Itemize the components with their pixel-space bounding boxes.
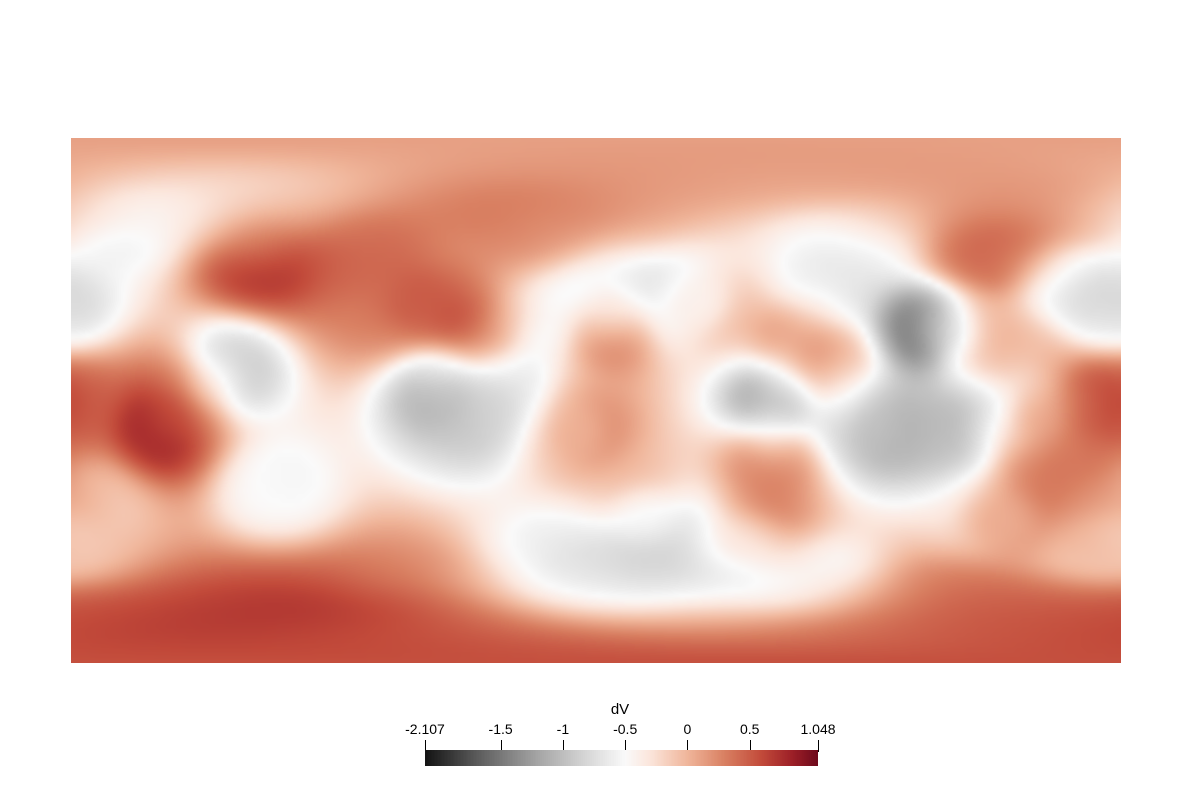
colorbar-tick-label: 0: [683, 721, 692, 737]
colorbar: dV -2.107 -1.5 -1 -0.5 0 0.5 1.048: [395, 698, 845, 773]
colorbar-tick-label: 0.5: [740, 721, 760, 737]
colorbar-tick-mark: [425, 740, 426, 752]
dv-field-map: [71, 138, 1121, 663]
colorbar-tick-label: -1.5: [488, 721, 513, 737]
colorbar-tick-label: -1: [556, 721, 570, 737]
colorbar-gradient: [425, 750, 818, 766]
colorbar-tick-label: -2.107: [405, 721, 445, 737]
colorbar-tick-label: 1.048: [800, 721, 836, 737]
colorbar-tick-mark: [625, 740, 626, 752]
colorbar-ticks: -2.107 -1.5 -1 -0.5 0 0.5 1.048: [395, 698, 845, 773]
colorbar-tick-mark: [501, 740, 502, 752]
colorbar-tick-label: -0.5: [613, 721, 638, 737]
colorbar-tick-mark: [818, 740, 819, 752]
colorbar-tick-mark: [563, 740, 564, 752]
colorbar-tick-mark: [750, 740, 751, 752]
colorbar-title: dV: [610, 701, 630, 718]
colorbar-tick-mark: [687, 740, 688, 752]
